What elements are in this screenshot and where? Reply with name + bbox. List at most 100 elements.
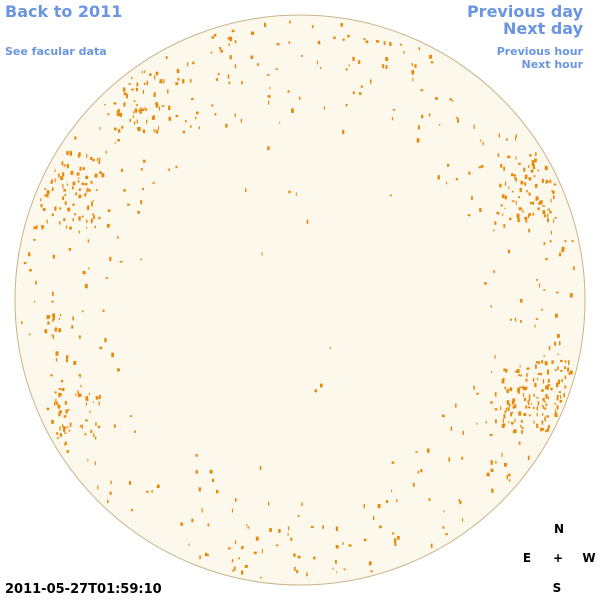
facula bbox=[59, 207, 62, 210]
facula bbox=[525, 378, 528, 382]
facula bbox=[536, 396, 539, 399]
facula bbox=[320, 66, 322, 69]
facula bbox=[554, 369, 557, 371]
facula bbox=[298, 96, 301, 100]
facula bbox=[54, 391, 57, 394]
facula bbox=[159, 79, 163, 84]
facula bbox=[547, 387, 549, 390]
facula bbox=[542, 398, 545, 401]
facula bbox=[382, 64, 385, 69]
facula bbox=[66, 355, 69, 359]
facula bbox=[91, 201, 93, 204]
facula bbox=[482, 141, 484, 146]
facula bbox=[559, 252, 561, 257]
facula bbox=[541, 178, 544, 183]
facular-link[interactable]: See facular data bbox=[5, 45, 107, 58]
previous-hour-link[interactable]: Previous hour bbox=[496, 45, 583, 58]
facula bbox=[494, 408, 498, 411]
facula bbox=[542, 413, 544, 416]
facula bbox=[507, 155, 511, 159]
facula bbox=[77, 153, 80, 158]
facula bbox=[268, 100, 270, 105]
facula bbox=[47, 193, 49, 198]
facula bbox=[490, 305, 492, 308]
facula bbox=[547, 384, 551, 386]
facula bbox=[81, 424, 83, 429]
facula bbox=[561, 246, 565, 251]
facula bbox=[532, 378, 535, 382]
facula bbox=[520, 180, 524, 185]
facula bbox=[267, 146, 270, 151]
facula bbox=[42, 208, 46, 211]
facula bbox=[86, 226, 88, 229]
facula bbox=[508, 403, 511, 408]
facula bbox=[513, 429, 517, 434]
facula bbox=[491, 488, 494, 493]
facula bbox=[259, 465, 262, 471]
facula bbox=[55, 399, 57, 402]
facula bbox=[561, 379, 563, 383]
facula bbox=[141, 70, 143, 74]
facula bbox=[98, 394, 101, 399]
compass-east: E bbox=[522, 551, 532, 565]
facula bbox=[554, 402, 557, 405]
facula bbox=[156, 484, 160, 488]
facula bbox=[558, 391, 561, 393]
facula bbox=[65, 225, 67, 229]
facula bbox=[58, 393, 62, 397]
facula bbox=[486, 473, 488, 476]
facula bbox=[536, 406, 539, 411]
facula bbox=[505, 138, 508, 141]
facula bbox=[558, 341, 561, 346]
facula bbox=[217, 73, 220, 76]
facula bbox=[21, 321, 23, 325]
facula bbox=[415, 451, 418, 453]
facula bbox=[52, 334, 55, 340]
facula bbox=[420, 89, 424, 92]
facula bbox=[51, 334, 53, 337]
facula bbox=[81, 215, 84, 218]
facula bbox=[414, 64, 417, 68]
facula bbox=[268, 501, 270, 506]
facula bbox=[534, 383, 537, 388]
facula bbox=[65, 358, 68, 363]
facula bbox=[220, 49, 223, 53]
back-link[interactable]: Back to 2011 bbox=[5, 2, 123, 21]
facula bbox=[311, 525, 314, 528]
facula bbox=[493, 229, 495, 232]
facula bbox=[525, 405, 528, 409]
facula bbox=[557, 353, 559, 356]
facula bbox=[56, 401, 59, 405]
facula bbox=[504, 195, 508, 200]
facula bbox=[69, 226, 72, 230]
next-hour-link[interactable]: Next hour bbox=[521, 58, 584, 71]
facula bbox=[537, 373, 541, 375]
facula bbox=[501, 424, 505, 428]
facula bbox=[85, 175, 89, 180]
facula bbox=[484, 282, 487, 285]
facula bbox=[133, 110, 135, 114]
facula bbox=[520, 320, 522, 323]
facula bbox=[392, 532, 395, 535]
facula bbox=[92, 200, 94, 203]
facula bbox=[533, 175, 536, 178]
facula bbox=[79, 335, 81, 339]
facula bbox=[496, 211, 500, 215]
facula bbox=[526, 189, 528, 193]
facula bbox=[358, 60, 361, 64]
facula bbox=[234, 540, 237, 545]
facula bbox=[532, 406, 535, 410]
facula bbox=[77, 390, 79, 394]
facula bbox=[524, 182, 527, 185]
facula bbox=[525, 386, 528, 390]
facula bbox=[443, 510, 445, 513]
facula bbox=[267, 95, 271, 98]
facula bbox=[86, 219, 88, 223]
previous-day-link[interactable]: Previous day bbox=[466, 2, 583, 21]
facula bbox=[117, 139, 120, 142]
facula bbox=[335, 526, 338, 531]
next-day-link[interactable]: Next day bbox=[503, 19, 583, 38]
facula bbox=[385, 500, 389, 503]
facula bbox=[393, 538, 397, 543]
facula bbox=[553, 183, 557, 186]
